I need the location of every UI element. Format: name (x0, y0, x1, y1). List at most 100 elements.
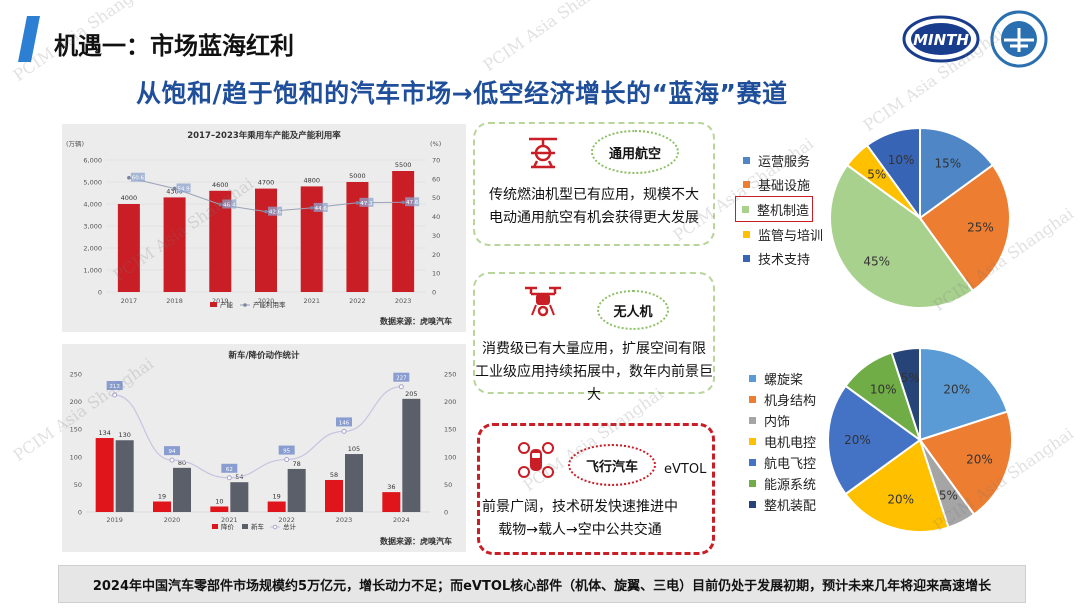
line-point (112, 392, 118, 398)
line-label-bg (106, 380, 123, 390)
bar (392, 171, 415, 292)
bar-value-label: 105 (348, 445, 360, 453)
newcar-chart-panel: 新车/降价动作统计 250 250 200 200 150 150 100 100 50 50 0 0 1… (62, 344, 466, 552)
line-value-label: 94 (169, 449, 176, 455)
legend-label: 产能利用率 (253, 300, 286, 309)
pie-slice-label: 5% (867, 168, 886, 182)
line-point (127, 175, 131, 180)
legend-label: 整机装配 (764, 499, 817, 514)
legend-swatch (743, 180, 750, 188)
y2-tick-label: 0 (444, 509, 448, 517)
y-tick-label: 2,000 (83, 245, 102, 253)
bar-value-label: 5500 (395, 161, 412, 169)
bar-new-car (115, 440, 134, 512)
general-aviation-tag: 通用航空 (591, 130, 679, 174)
legend-swatch (210, 302, 217, 307)
series-line-total (114, 386, 402, 479)
x-tick-label: 2021 (221, 516, 238, 524)
line-value-label: 227 (396, 376, 407, 382)
pie-slice (919, 346, 1009, 442)
legend-swatch (212, 524, 218, 529)
y2-tick-label: 40 (432, 213, 440, 221)
pie1-legend-item: 基础设施 (743, 172, 833, 196)
bar-value-label: 5000 (349, 172, 366, 180)
y-tick-label: 5,000 (83, 179, 102, 187)
line-point (355, 201, 360, 205)
svg-text:MINTH: MINTH (913, 31, 969, 49)
pie-slice (918, 163, 1011, 293)
pie2-legend: 螺旋桨 机身结构 内饰 电机电控 航电飞控 能源系统 整机装配 (749, 368, 839, 515)
y-tick-label: 0 (98, 289, 102, 297)
x-tick-label: 2023 (336, 516, 353, 524)
pie2-legend-item: 机身结构 (749, 389, 839, 410)
bar-value-label: 58 (330, 471, 338, 479)
y2-tick-label: 250 (444, 371, 456, 379)
y-tick-label: 200 (70, 398, 82, 406)
x-tick-label: 2017 (121, 297, 138, 305)
y2-tick-label: 50 (432, 194, 440, 202)
line-label-bg (359, 197, 374, 207)
legend-swatch-point (272, 524, 278, 530)
line-point (218, 202, 223, 207)
capacity-chart-panel: 2017–2023年乘用车产能及产能利用率 (万辆) (%) 6,000 5,000 4,… (62, 124, 466, 332)
bar-price-cut (153, 501, 171, 512)
legend-swatch (749, 396, 756, 403)
x-tick-label: 2024 (393, 516, 410, 524)
legend-label: 电机电控 (764, 436, 817, 451)
y2-tick-label: 30 (432, 232, 440, 240)
x-tick-label: 2019 (106, 516, 123, 524)
y-tick-label: 4,000 (83, 201, 102, 209)
y-tick-label: 50 (74, 481, 82, 489)
page-subtitle: 从饱和/趋于饱和的汽车市场→低空经济增长的“蓝海”赛道 (136, 79, 788, 108)
legend-label: 机身结构 (764, 394, 817, 409)
bar-value-label: 10 (215, 497, 223, 505)
legend-swatch (749, 501, 756, 508)
page-title: 机遇一：市场蓝海红利 (54, 32, 294, 60)
pie1-legend: 运营服务 基础设施 整机制造 监管与培训 技术支持 (735, 148, 833, 270)
general-aviation-text: 传统燃油机型已有应用，规模不大 电动通用航空有机会获得更大发展 (475, 184, 713, 230)
bar-value-label: 19 (158, 493, 166, 501)
x-tick-label: 2018 (166, 297, 183, 305)
bar-price-cut (267, 501, 286, 512)
pie-slice-label: 10% (888, 153, 915, 167)
flying-car-card: 飞行汽车 eVTOL 前景广阔，技术研发快速推进中 载物→载人→空中公共交通 (477, 423, 715, 555)
pie-slice (919, 126, 995, 220)
bar-value-label: 80 (178, 459, 186, 467)
pie-chart-2: 20% 20% 5% 20% 20% 10% 5% (827, 346, 1013, 533)
pie-slice-label: 15% (934, 156, 961, 170)
footer-text: 2024年中国汽车零部件市场规模约5万亿元，增长动力不足；而eVTOL核心部件（… (92, 578, 992, 594)
line-label-bg (393, 372, 410, 382)
pie-slice-label: 45% (863, 254, 890, 268)
bar-value-label: 4700 (258, 179, 275, 187)
bar-new-car (173, 467, 191, 512)
line-label-bg (278, 445, 295, 455)
legend-label: 基础设施 (758, 178, 811, 194)
y2-tick-label: 70 (432, 157, 440, 165)
evtol-label: eVTOL (664, 462, 707, 477)
minth-logo: MINTH (902, 15, 980, 63)
pie-slice-label: 10% (870, 382, 897, 396)
chart-title: 新车/降价动作统计 (228, 350, 300, 361)
drone-tag-label: 无人机 (613, 304, 653, 320)
y-tick-label: 3,000 (83, 223, 102, 231)
pie-slice-label: 20% (966, 452, 993, 466)
university-logo (990, 10, 1048, 68)
bar-value-label: 78 (293, 460, 301, 468)
y-axis-unit: (万辆) (66, 139, 84, 148)
bar-value-label: 205 (405, 390, 417, 398)
drone-card: 无人机 消费级已有大量应用，扩展空间有限 工业级应用持续拓展中，数年内前景巨大 (473, 272, 715, 403)
legend-swatch-point (243, 303, 247, 307)
pie-slice-label: 20% (887, 492, 914, 506)
legend-swatch (743, 230, 750, 238)
line-point (309, 206, 314, 210)
legend-label: 监管与培训 (758, 228, 824, 244)
bar-value-label: 130 (118, 431, 130, 439)
line-label-bg (336, 417, 352, 427)
bar-value-label: 4800 (303, 176, 320, 184)
legend-label: 降价 (221, 522, 235, 531)
bar (117, 204, 140, 292)
pie2-legend-item: 能源系统 (749, 473, 839, 494)
pie-slice (844, 438, 950, 533)
drone-icon (525, 286, 561, 317)
bar (346, 182, 369, 292)
